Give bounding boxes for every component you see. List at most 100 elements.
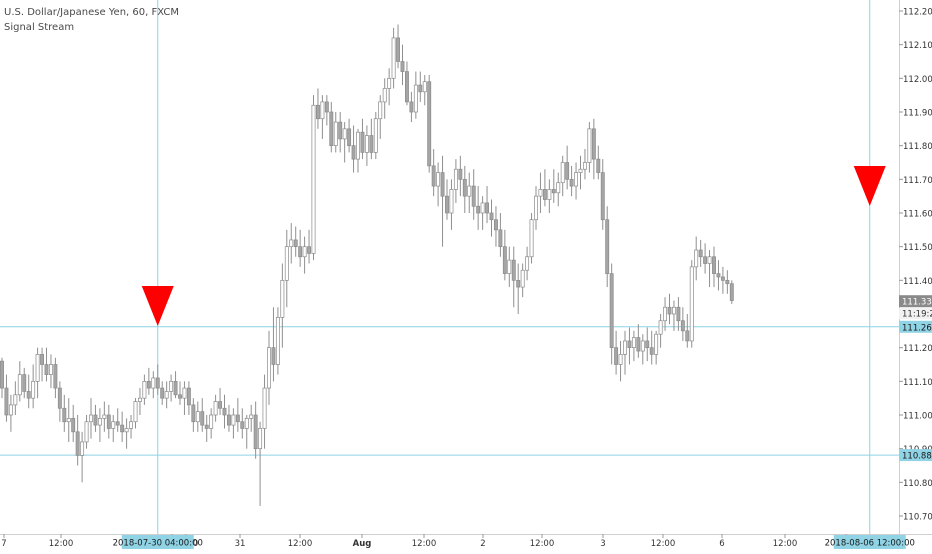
candle-body bbox=[409, 101, 414, 113]
candle-body bbox=[485, 202, 490, 214]
candle-body bbox=[467, 185, 472, 197]
candle-body bbox=[333, 121, 338, 147]
candle-body bbox=[293, 239, 298, 248]
candle-body bbox=[631, 337, 636, 349]
candle-body bbox=[427, 81, 432, 167]
time-tick-label: 12:00 bbox=[651, 539, 676, 549]
price-tick-label: 110.800 bbox=[903, 479, 932, 489]
candle-body bbox=[627, 340, 632, 349]
candle-body bbox=[4, 387, 9, 416]
candle-body bbox=[146, 380, 151, 389]
candle-body bbox=[169, 380, 174, 392]
candle-body bbox=[560, 162, 565, 184]
candle-body bbox=[396, 37, 401, 62]
countdown-tag bbox=[899, 308, 932, 320]
candle-body bbox=[640, 340, 645, 352]
candle-body bbox=[405, 71, 409, 103]
candle-body bbox=[387, 77, 392, 89]
candle-body bbox=[338, 121, 343, 140]
candle-body bbox=[40, 354, 45, 365]
candle-body bbox=[507, 259, 512, 274]
candle-body bbox=[716, 273, 721, 278]
last-price-tag bbox=[899, 295, 932, 308]
candle-body bbox=[160, 387, 165, 399]
candle-body bbox=[440, 172, 445, 197]
candle-body bbox=[298, 246, 303, 258]
candle-body bbox=[680, 320, 685, 332]
candle-body bbox=[676, 306, 681, 322]
candle-body bbox=[649, 347, 654, 355]
last-price-label: 111.338 bbox=[902, 298, 932, 308]
candle-body bbox=[556, 182, 561, 194]
candle-body bbox=[600, 172, 605, 221]
candle-body bbox=[364, 135, 369, 153]
candle-body bbox=[698, 249, 703, 258]
candle-body bbox=[75, 431, 80, 456]
candle-body bbox=[369, 135, 374, 153]
candle-body bbox=[342, 128, 347, 140]
price-tick-label: 112.200 bbox=[903, 8, 932, 18]
price-tick-label: 110.700 bbox=[903, 513, 932, 523]
countdown-label: 11:19:27 bbox=[902, 310, 932, 320]
time-tick-label: 12:00 bbox=[412, 539, 437, 549]
candle-body bbox=[422, 81, 427, 93]
time-tick-label: Aug bbox=[353, 539, 372, 549]
candle-body bbox=[654, 333, 659, 355]
candle-body bbox=[534, 195, 538, 221]
time-tick-label: 12:00 bbox=[530, 539, 555, 549]
candle-body bbox=[480, 202, 485, 214]
candle-body bbox=[329, 111, 334, 147]
candle-body bbox=[360, 131, 365, 153]
candle-body bbox=[418, 84, 423, 93]
candle-body bbox=[578, 168, 583, 173]
candle-body bbox=[413, 84, 418, 113]
candle-body bbox=[102, 414, 107, 419]
candle-body bbox=[244, 418, 249, 429]
candle-body bbox=[525, 256, 530, 271]
candle-body bbox=[284, 246, 289, 281]
time-tick-label: 12:00 bbox=[288, 539, 313, 549]
candle-body bbox=[307, 246, 312, 254]
candle-body bbox=[569, 178, 574, 187]
time-tick-label: 2 bbox=[480, 539, 485, 549]
symbol-title: U.S. Dollar/Japanese Yen, 60, FXCM bbox=[4, 7, 179, 18]
time-tick-label: 31 bbox=[235, 539, 246, 549]
candle-body bbox=[129, 421, 133, 429]
candle-body bbox=[71, 418, 76, 433]
candle-body bbox=[720, 276, 725, 281]
candle-body bbox=[623, 340, 627, 355]
candle-body bbox=[436, 172, 441, 187]
candle-body bbox=[400, 61, 405, 72]
price-tick-label: 111.900 bbox=[903, 109, 932, 119]
sell-signal-arrow bbox=[853, 166, 886, 206]
candle-body bbox=[663, 306, 668, 322]
candle-body bbox=[26, 391, 31, 399]
indicator-name: Signal Stream bbox=[4, 22, 75, 33]
candle-body bbox=[316, 104, 320, 120]
candle-body bbox=[89, 414, 93, 423]
time-tick-label: 7 bbox=[1, 539, 6, 549]
price-tick-label: 111.800 bbox=[903, 142, 932, 152]
time-marker-label: 2018-08-06 12:00:00 bbox=[825, 539, 915, 549]
candle-body bbox=[302, 246, 307, 258]
candle-body bbox=[222, 407, 227, 416]
candle-body bbox=[453, 168, 458, 190]
candle-body bbox=[262, 387, 267, 429]
candle-body bbox=[462, 178, 467, 197]
candle-body bbox=[195, 411, 200, 423]
candle-body bbox=[458, 168, 463, 180]
candle-body bbox=[62, 407, 67, 423]
candle-body bbox=[48, 364, 53, 375]
candle-body bbox=[204, 424, 209, 429]
chart-legend: U.S. Dollar/Japanese Yen, 60, FXCM Signa… bbox=[4, 5, 179, 35]
candle-body bbox=[93, 414, 98, 426]
candle-body bbox=[213, 401, 218, 416]
candle-body bbox=[258, 428, 263, 450]
candle-body bbox=[280, 279, 285, 318]
candle-body bbox=[618, 354, 623, 365]
candle-body bbox=[44, 364, 49, 375]
time-tick-label: 6 bbox=[719, 539, 724, 549]
candle-body bbox=[373, 118, 378, 153]
